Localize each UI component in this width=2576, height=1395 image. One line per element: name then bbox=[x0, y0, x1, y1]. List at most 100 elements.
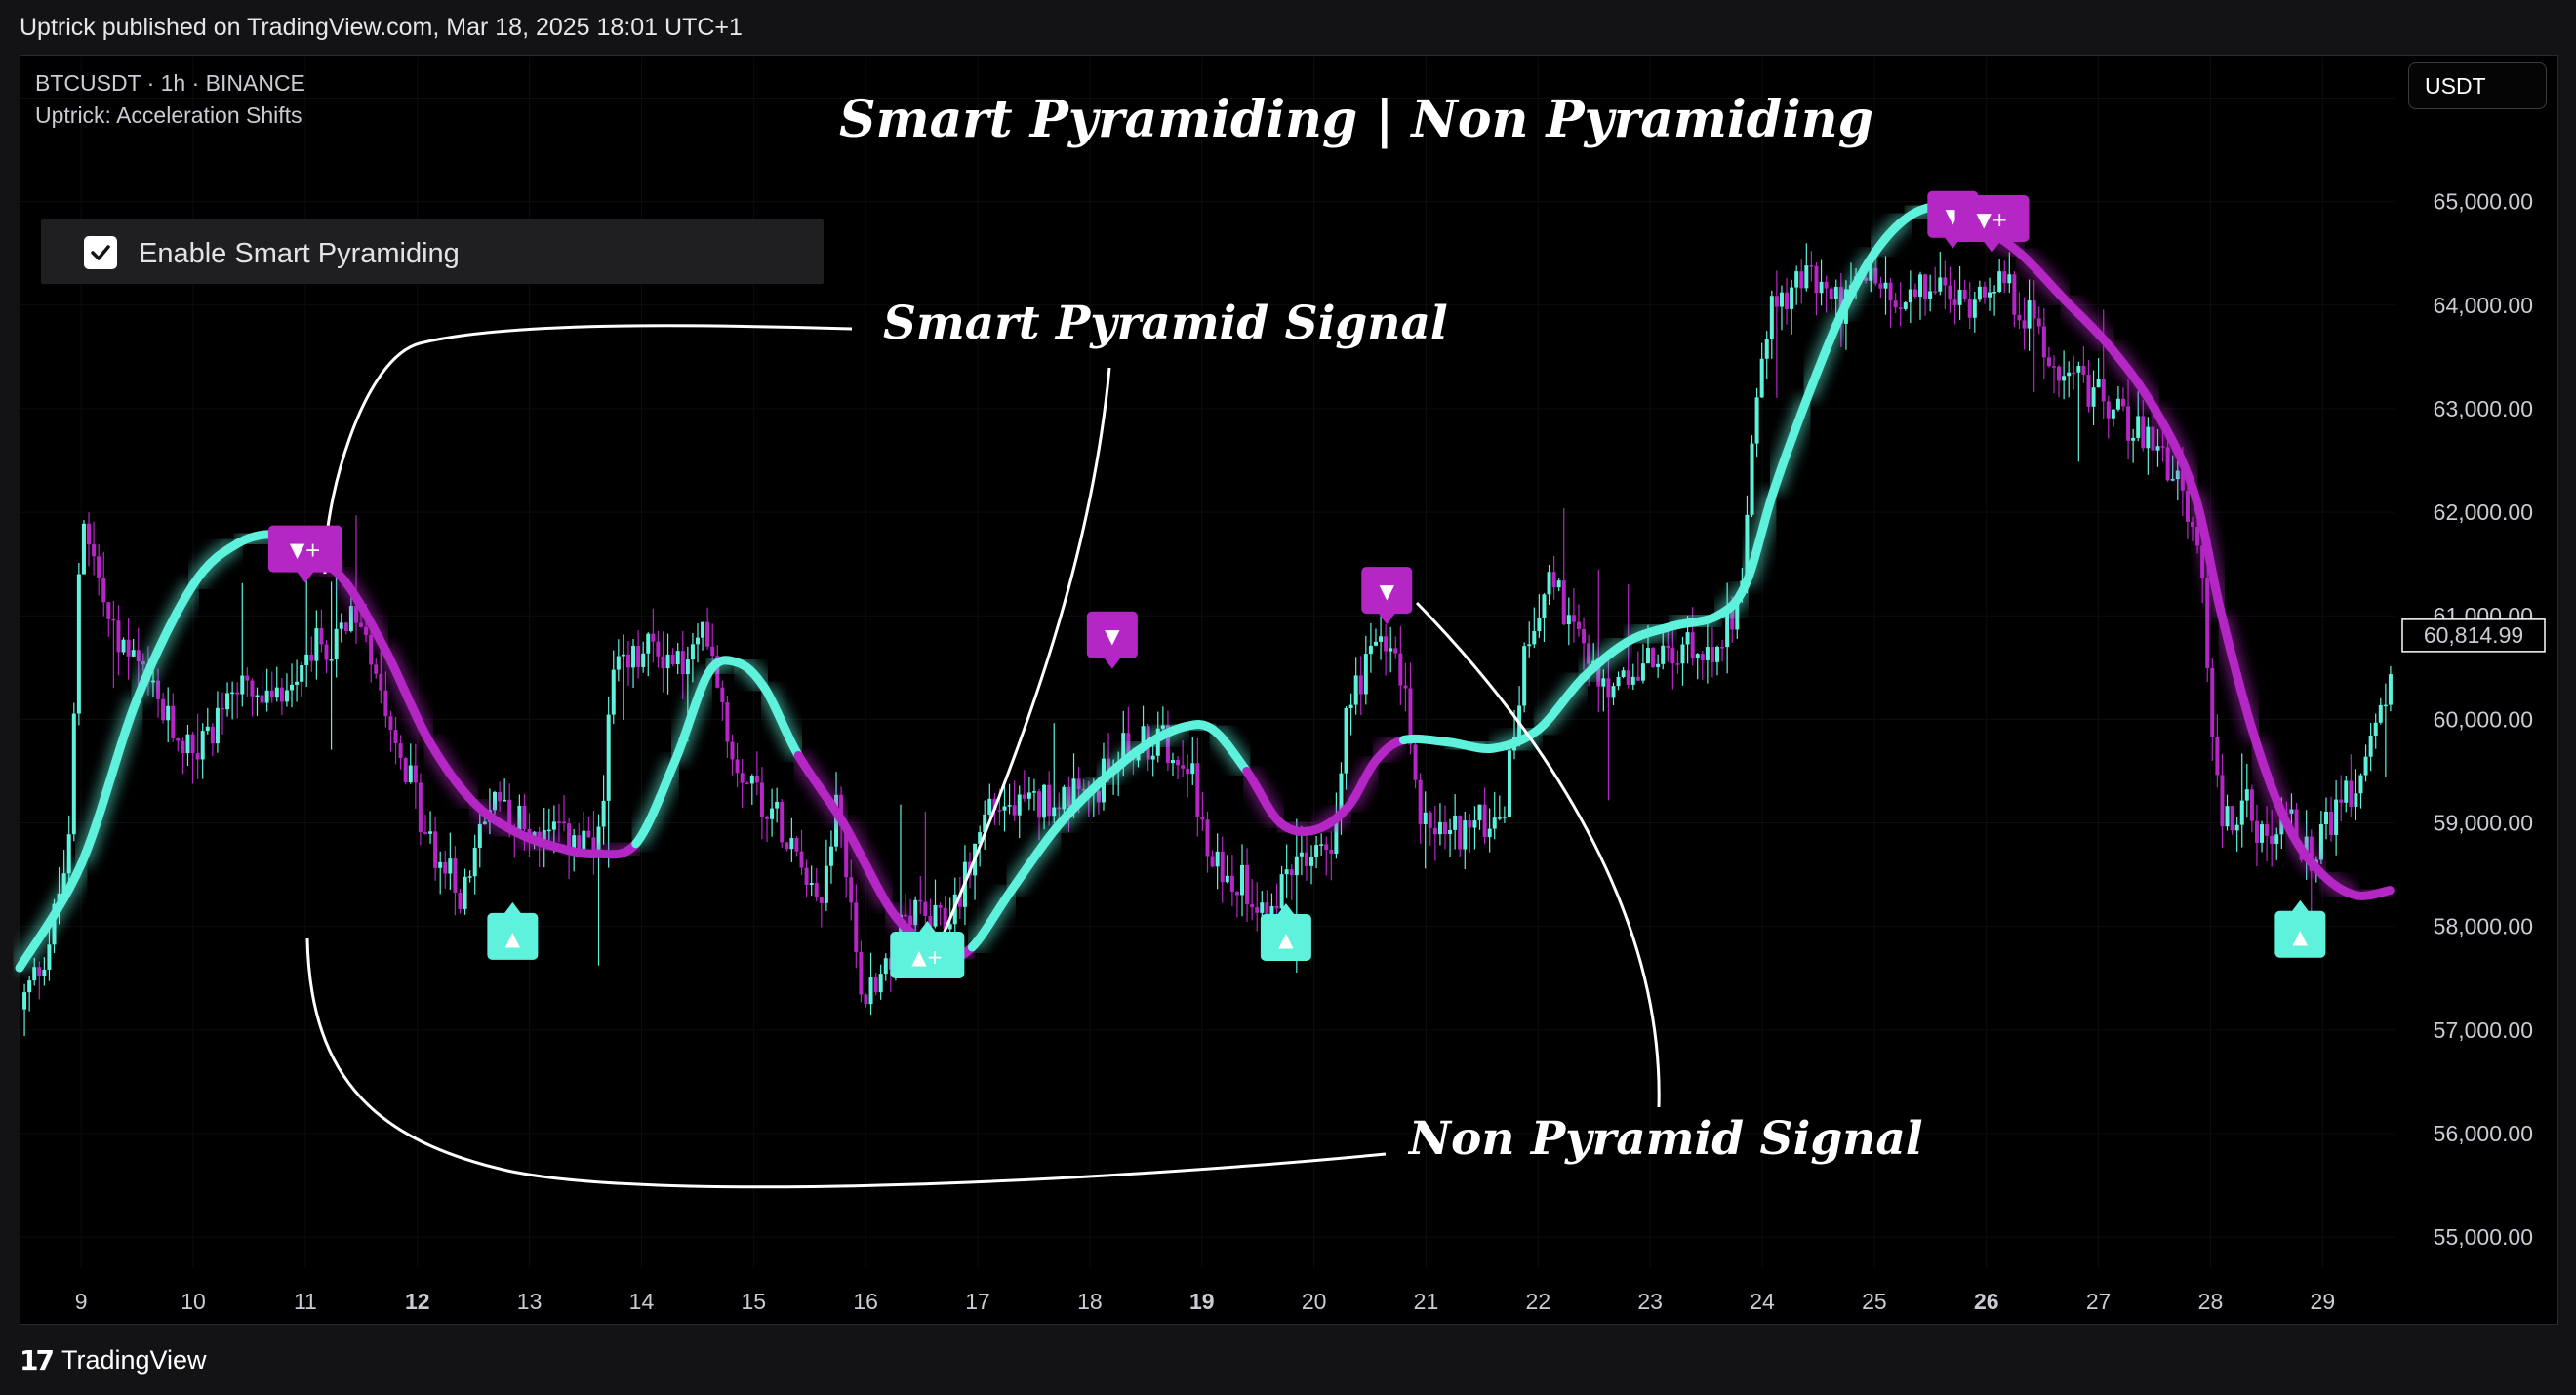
currency-button[interactable]: USDT bbox=[2408, 62, 2547, 109]
price-tick-label: 57,000.00 bbox=[2434, 1017, 2533, 1043]
trend-segment bbox=[2105, 341, 2159, 414]
trend-segment bbox=[15, 859, 86, 973]
price-bar-body bbox=[106, 602, 111, 619]
checkbox[interactable] bbox=[84, 236, 117, 269]
price-bar-body bbox=[1279, 874, 1284, 909]
price-bar-body bbox=[1898, 307, 1903, 309]
price-bar-body bbox=[1368, 645, 1373, 655]
price-bar-body bbox=[2378, 704, 2383, 723]
price-bar-body bbox=[309, 654, 314, 661]
trend-segment bbox=[1208, 725, 1252, 776]
trend-segment bbox=[334, 570, 388, 652]
price-bar-body bbox=[1804, 265, 1809, 289]
price-bar-body bbox=[1912, 289, 1917, 298]
price-bar-body bbox=[1616, 676, 1621, 687]
price-bar-body bbox=[181, 740, 185, 754]
tradingview-logo[interactable]: 17 TradingView bbox=[20, 1344, 207, 1376]
price-bar-body bbox=[2220, 775, 2225, 827]
price-bar-body bbox=[2076, 366, 2081, 373]
signal-pointer bbox=[1378, 613, 1396, 625]
price-bar-body bbox=[2155, 446, 2160, 451]
price-bar-body bbox=[1195, 763, 1200, 817]
price-bar-body bbox=[804, 867, 809, 886]
price-bar-body bbox=[1502, 817, 1507, 818]
price-bar-body bbox=[418, 782, 423, 833]
price-bar-body bbox=[101, 578, 106, 603]
price-bar-body bbox=[1670, 648, 1675, 664]
signal-label: ▲+ bbox=[911, 945, 943, 969]
price-bar-body bbox=[2289, 809, 2294, 814]
price-bar-body bbox=[47, 944, 52, 971]
price-bar-body bbox=[1319, 844, 1324, 846]
price-bar-body bbox=[388, 716, 393, 731]
price-bar-body bbox=[225, 693, 230, 710]
price-bar-body bbox=[1656, 663, 1661, 668]
price-bar-body bbox=[1096, 790, 1101, 803]
price-bar-body bbox=[1759, 358, 1764, 398]
trend-segment bbox=[592, 839, 641, 859]
price-bar-body bbox=[472, 847, 477, 877]
time-axis[interactable]: 9 10 11 12 13 14 15 16 17 18 19 20 21 22 23 24 25 26 27 28 2… bbox=[75, 1289, 2335, 1314]
trend-segment bbox=[133, 579, 198, 703]
symbol-label[interactable]: BTCUSDT · 1h · BINANCE bbox=[35, 70, 305, 96]
trend-segment bbox=[838, 818, 893, 910]
price-bar-body bbox=[522, 805, 527, 829]
price-bar-body bbox=[651, 633, 656, 642]
price-bar-body bbox=[775, 801, 780, 809]
price-bar-body bbox=[1582, 628, 1587, 644]
price-bar-body bbox=[1245, 864, 1250, 905]
trend-segment bbox=[2352, 886, 2395, 900]
price-bar-body bbox=[1170, 759, 1175, 764]
price-bar-body bbox=[81, 523, 86, 575]
trend-segment bbox=[2250, 736, 2294, 833]
price-bar-body bbox=[1121, 733, 1126, 768]
price-bar-body bbox=[2046, 357, 2051, 367]
price-bar-body bbox=[1384, 636, 1389, 652]
price-bar-body bbox=[1022, 794, 1026, 799]
price-bar-body bbox=[844, 825, 849, 878]
smart-pyramiding-toggle[interactable]: Enable Smart Pyramiding bbox=[41, 219, 824, 284]
sell-signal-marker: ▼ bbox=[1361, 567, 1413, 625]
indicator-label[interactable]: Uptrick: Acceleration Shifts bbox=[35, 102, 302, 128]
price-bar-body bbox=[2126, 406, 2131, 441]
price-bar-body bbox=[1745, 514, 1750, 581]
trend-segment bbox=[1051, 777, 1106, 833]
price-bar-body bbox=[2274, 834, 2279, 845]
price-bar-body bbox=[1234, 892, 1239, 896]
price-bar-body bbox=[2239, 800, 2244, 825]
price-bar-body bbox=[1972, 299, 1977, 318]
price-bar-body bbox=[1507, 750, 1511, 817]
price-bar-body bbox=[329, 659, 334, 661]
signal-label: ▼+ bbox=[1976, 208, 2007, 231]
price-bar-body bbox=[864, 994, 868, 1005]
price-bar-body bbox=[754, 776, 759, 783]
price-bar-body bbox=[2051, 366, 2056, 368]
price-bar-body bbox=[675, 651, 680, 664]
date-tick-label: 14 bbox=[629, 1289, 655, 1314]
signal-label: ▼ bbox=[1380, 579, 1395, 603]
price-bar-body bbox=[1339, 773, 1344, 816]
price-bar-body bbox=[562, 821, 567, 824]
last-price-tag: 60,814.99 bbox=[2401, 618, 2546, 653]
price-bar-body bbox=[780, 801, 785, 843]
trend-segment bbox=[1741, 487, 1779, 589]
price-bar-body bbox=[1309, 857, 1314, 866]
price-bar-body bbox=[2185, 490, 2190, 522]
price-bar-body bbox=[507, 799, 512, 828]
price-bar-body bbox=[230, 692, 235, 695]
price-bar-body bbox=[1126, 733, 1131, 757]
price-bar-body bbox=[1463, 820, 1468, 850]
trend-segment bbox=[2060, 295, 2114, 351]
price-bar-body bbox=[2072, 372, 2076, 375]
price-bar-body bbox=[1710, 647, 1714, 662]
price-tick-label: 63,000.00 bbox=[2434, 396, 2533, 421]
price-bar-body bbox=[1432, 827, 1437, 835]
price-bar-body bbox=[1556, 580, 1561, 588]
trend-segment bbox=[379, 642, 433, 745]
price-bar-body bbox=[1497, 817, 1502, 819]
price-bar-body bbox=[1190, 763, 1195, 775]
price-axis[interactable]: 55,000.00 56,000.00 57,000.00 58,000.00 59,0… bbox=[2434, 85, 2533, 1250]
price-bar-body bbox=[1067, 786, 1071, 807]
price-bar-body bbox=[1255, 907, 1260, 913]
price-bar-body bbox=[215, 707, 220, 744]
